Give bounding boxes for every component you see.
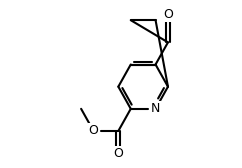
Text: O: O bbox=[89, 124, 98, 137]
Text: O: O bbox=[113, 147, 123, 160]
Text: O: O bbox=[163, 8, 173, 21]
Text: N: N bbox=[151, 102, 160, 115]
